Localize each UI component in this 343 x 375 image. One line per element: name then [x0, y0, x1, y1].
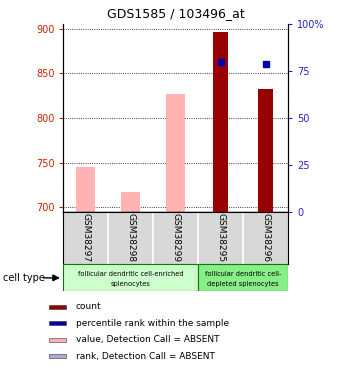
Text: depleted splenocytes: depleted splenocytes — [208, 281, 279, 287]
Bar — [49, 354, 66, 358]
Bar — [213, 32, 228, 212]
Bar — [76, 167, 95, 212]
Text: follicular dendritic cell-: follicular dendritic cell- — [205, 271, 281, 277]
Text: GSM38295: GSM38295 — [216, 213, 225, 262]
Bar — [198, 264, 288, 291]
Text: GSM38297: GSM38297 — [81, 213, 91, 262]
Bar — [108, 212, 153, 264]
Bar — [49, 321, 66, 325]
Bar — [63, 264, 198, 291]
Text: value, Detection Call = ABSENT: value, Detection Call = ABSENT — [76, 335, 219, 344]
Text: GSM38299: GSM38299 — [171, 213, 180, 262]
Text: rank, Detection Call = ABSENT: rank, Detection Call = ABSENT — [76, 352, 215, 361]
Bar — [49, 304, 66, 309]
Title: GDS1585 / 103496_at: GDS1585 / 103496_at — [107, 8, 245, 20]
Text: cell type: cell type — [3, 273, 45, 283]
Bar — [198, 212, 243, 264]
Text: count: count — [76, 302, 102, 311]
Text: follicular dendritic cell-enriched: follicular dendritic cell-enriched — [78, 271, 184, 277]
Bar — [258, 88, 273, 212]
Text: GSM38298: GSM38298 — [126, 213, 135, 262]
Text: GSM38296: GSM38296 — [261, 213, 270, 262]
Text: splenocytes: splenocytes — [111, 281, 151, 287]
Bar — [243, 212, 288, 264]
Bar — [166, 94, 185, 212]
Text: percentile rank within the sample: percentile rank within the sample — [76, 319, 229, 328]
Bar — [121, 192, 140, 212]
Bar — [153, 212, 198, 264]
Bar — [49, 338, 66, 342]
Bar — [63, 212, 108, 264]
